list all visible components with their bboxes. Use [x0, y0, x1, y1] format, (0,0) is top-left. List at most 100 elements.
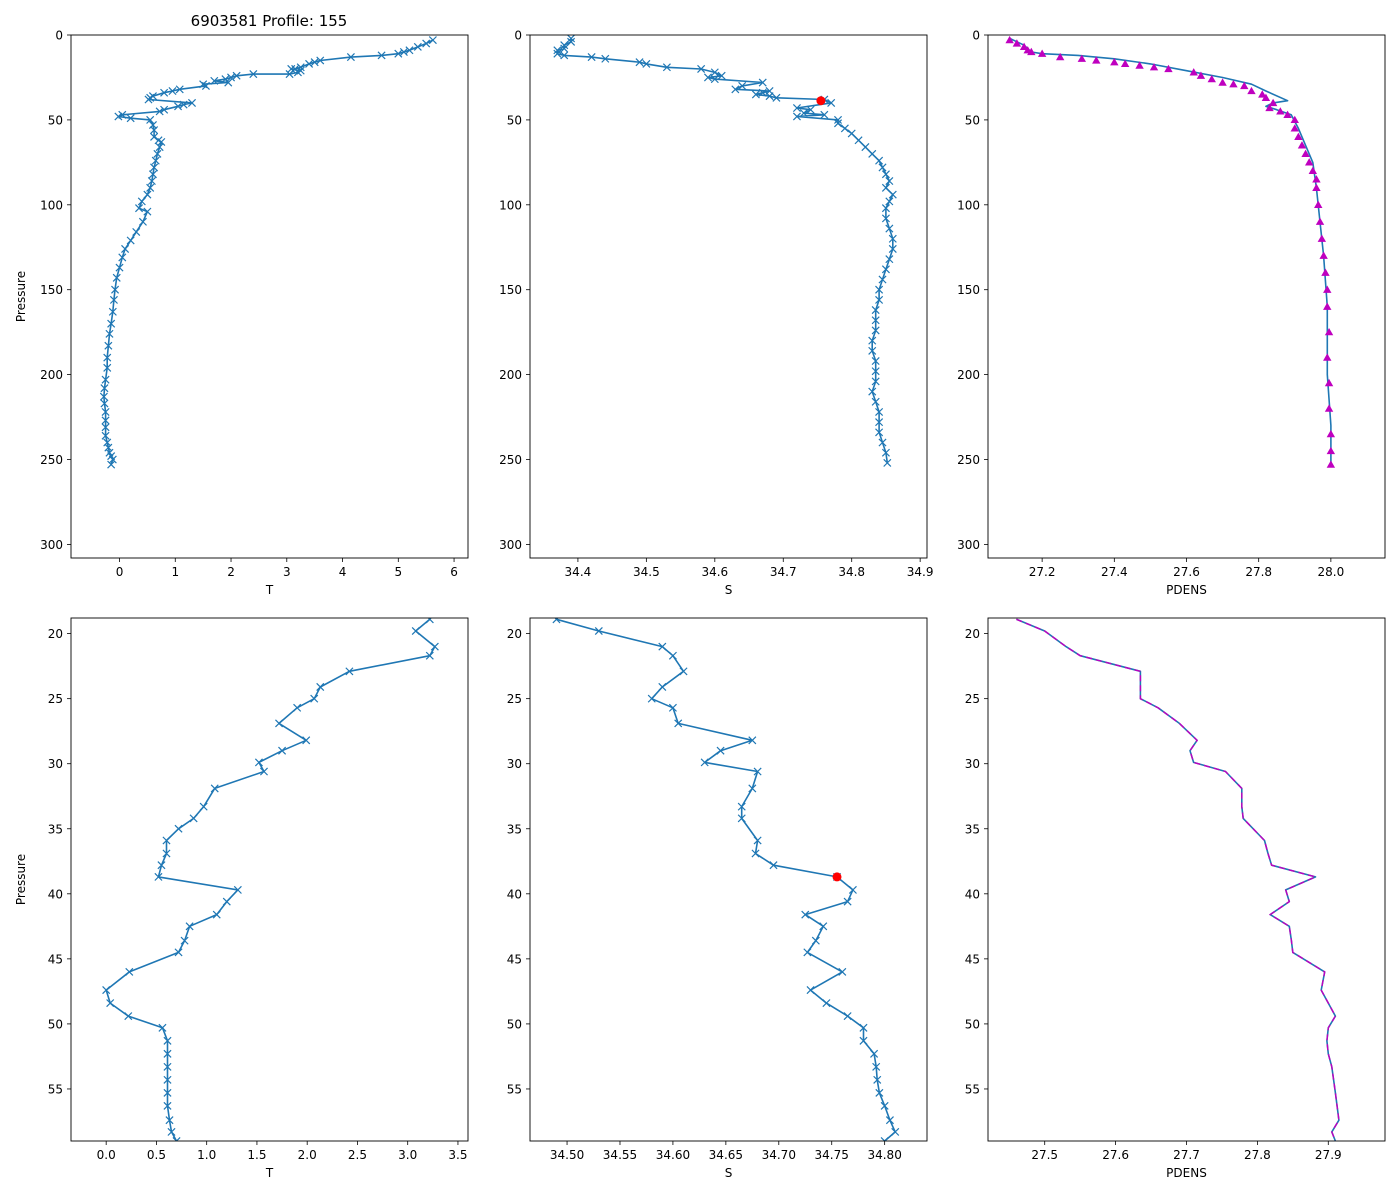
x-marker [153, 149, 162, 158]
triangle-marker [1229, 80, 1238, 88]
y-tick-label: 50 [965, 1017, 980, 1031]
x-tick-label: 27.9 [1315, 1148, 1342, 1162]
x-marker [811, 936, 820, 945]
y-tick-label: 30 [965, 757, 980, 771]
y-tick-label: 200 [957, 368, 980, 382]
x-marker [859, 1023, 868, 1032]
x-marker [377, 51, 386, 60]
x-marker [871, 326, 880, 335]
y-tick-label: 300 [499, 538, 522, 552]
x-marker [163, 1062, 172, 1071]
x-marker [155, 143, 164, 152]
series-line-S [556, 618, 897, 1141]
x-marker [172, 1136, 181, 1141]
x-tick-label: 34.9 [907, 565, 934, 579]
x-tick-label: 34.55 [603, 1148, 637, 1162]
y-tick-label: 55 [965, 1082, 980, 1096]
x-marker [285, 70, 294, 79]
triangle-marker [1326, 429, 1336, 438]
x-marker [107, 460, 116, 469]
x-marker [147, 177, 156, 186]
triangle-marker [1326, 460, 1336, 468]
x-marker [115, 263, 124, 272]
x-marker [601, 54, 610, 63]
x-marker [189, 814, 198, 823]
y-tick-label: 55 [507, 1082, 522, 1096]
y-tick-label: 25 [48, 692, 63, 706]
axes-frame [529, 617, 928, 1142]
x-marker [158, 1023, 167, 1032]
y-tick-label: 150 [40, 283, 63, 297]
x-tick-label: 0.5 [147, 1148, 166, 1162]
x-marker [310, 58, 319, 67]
x-marker [875, 428, 884, 437]
x-marker [157, 137, 166, 147]
x-marker [168, 87, 177, 96]
x-marker [146, 115, 155, 124]
plot-area [1005, 35, 1336, 468]
y-tick-label: 50 [507, 113, 522, 127]
x-marker [758, 78, 767, 87]
x-marker [822, 999, 831, 1008]
triangle-marker [1314, 200, 1323, 208]
x-tick-label: 3.5 [448, 1148, 467, 1162]
y-tick-label: 35 [965, 822, 980, 836]
x-marker [163, 1036, 172, 1045]
x-marker [888, 234, 897, 243]
x-marker [875, 1088, 884, 1097]
x-tick-label: 27.6 [1173, 565, 1200, 579]
axes-frame [987, 34, 1386, 559]
x-marker [174, 102, 183, 111]
triangle-marker [1324, 378, 1334, 387]
y-tick-label: 100 [40, 198, 63, 212]
triangle-marker [1324, 327, 1334, 336]
x-axis-label: S [725, 1166, 733, 1180]
y-tick-label: 300 [957, 538, 980, 552]
panel-top-PDENS: 27.2 27.4 27.6 27.8 28.0 0 50 100 150 200 250 300 PD… [957, 29, 1386, 597]
x-tick-label: 27.8 [1245, 565, 1272, 579]
x-marker [107, 319, 116, 328]
x-marker [187, 98, 197, 107]
x-marker [106, 999, 115, 1008]
triangle-marker [1005, 35, 1014, 44]
x-marker [345, 667, 354, 676]
triangle-marker [1283, 110, 1292, 118]
x-marker [792, 103, 801, 113]
x-marker [222, 897, 231, 906]
x-marker [888, 190, 897, 199]
x-marker [148, 170, 157, 179]
x-marker [753, 767, 762, 776]
x-marker [163, 1075, 172, 1084]
axes-frame [70, 34, 469, 559]
x-marker [560, 44, 569, 53]
triangle-marker [1305, 158, 1314, 166]
x-marker [567, 35, 576, 43]
x-tick-label: 27.8 [1244, 1148, 1271, 1162]
x-marker [104, 341, 113, 350]
y-tick-label: 50 [48, 1017, 63, 1031]
x-marker [162, 849, 171, 858]
x-marker [587, 53, 596, 62]
x-marker [878, 163, 887, 172]
x-tick-label: 2.0 [298, 1148, 317, 1162]
x-marker [881, 170, 890, 179]
y-tick-label: 50 [507, 1017, 522, 1031]
triangle-marker [1319, 251, 1328, 259]
x-marker [801, 910, 810, 919]
x-marker [748, 784, 757, 793]
x-marker [868, 336, 877, 345]
x-tick-label: 34.70 [762, 1148, 796, 1162]
y-tick-label: 250 [40, 453, 63, 467]
x-axis-label: S [725, 583, 733, 597]
triangle-marker [1261, 93, 1271, 101]
x-marker [430, 642, 439, 651]
x-marker [210, 76, 219, 85]
axes-frame [987, 617, 1386, 1142]
triangle-marker [1312, 175, 1321, 183]
x-tick-label: 27.4 [1101, 565, 1128, 579]
x-marker [316, 56, 325, 65]
x-marker [160, 88, 169, 97]
x-marker [109, 295, 118, 304]
x-marker [806, 986, 815, 995]
x-marker [875, 418, 884, 427]
